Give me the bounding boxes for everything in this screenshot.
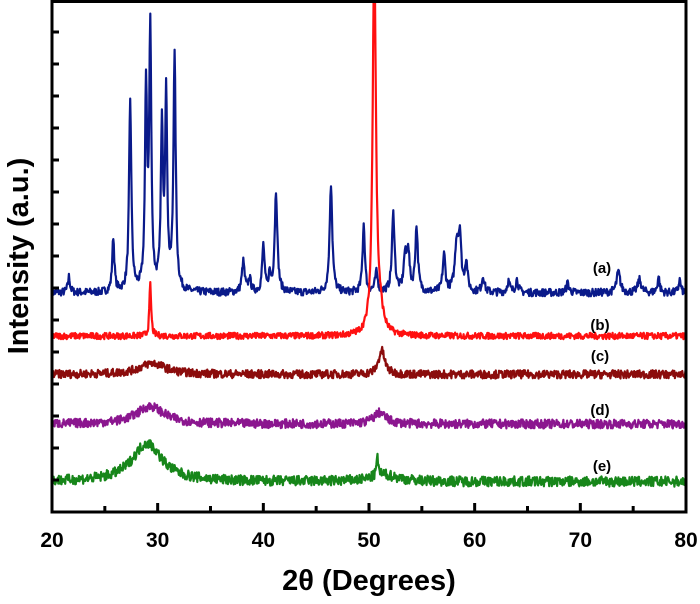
- x-axis-label: 2θ (Degrees): [282, 565, 456, 597]
- series-label-d: (d): [590, 402, 609, 419]
- series-line-b: [52, 2, 686, 341]
- x-tick-label: 20: [40, 529, 63, 552]
- series-group: [52, 2, 686, 488]
- series-label-a: (a): [593, 260, 611, 277]
- series-line-c: [52, 345, 686, 380]
- series-line-e: [52, 439, 686, 488]
- series-labels: (a) (b) (c) (d) (e): [590, 260, 611, 475]
- series-line-d: [52, 402, 686, 430]
- x-tick-label: 80: [674, 529, 697, 552]
- x-tick-label: 40: [252, 529, 275, 552]
- x-tick-label: 60: [463, 529, 486, 552]
- series-label-c: (c): [591, 348, 609, 365]
- x-tick-label: 70: [569, 529, 592, 552]
- ticks: 20 30 40 50 60 70 80: [40, 30, 698, 552]
- series-line-a: [52, 12, 686, 298]
- series-label-b: (b): [590, 317, 609, 334]
- y-axis-label: Intensity (a.u.): [3, 158, 35, 355]
- x-tick-label: 50: [357, 529, 380, 552]
- x-tick-label: 30: [146, 529, 169, 552]
- series-label-e: (e): [593, 458, 611, 475]
